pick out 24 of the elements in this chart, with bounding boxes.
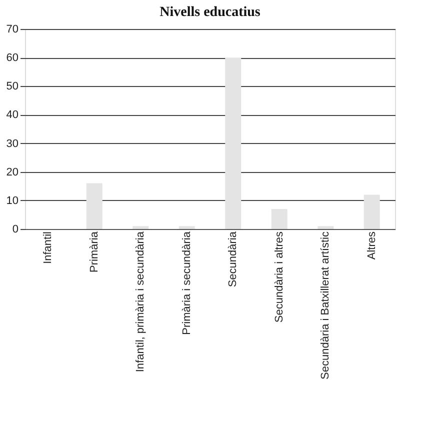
x-tick-label: Secundària i Batxillerat artístic bbox=[320, 231, 332, 380]
y-tick-label: 20 bbox=[6, 166, 18, 178]
x-tick-label: Primària i secundària bbox=[180, 230, 193, 335]
bar bbox=[271, 209, 288, 229]
bar bbox=[178, 226, 195, 229]
x-tick-label: Infantil bbox=[42, 232, 54, 264]
y-tick-label: 60 bbox=[6, 52, 18, 64]
bar bbox=[318, 226, 334, 229]
x-tick-label: Primària bbox=[88, 230, 100, 272]
y-tick-label: 0 bbox=[12, 224, 18, 236]
y-tick-label: 10 bbox=[6, 194, 18, 207]
x-tick-label: Infantil, primària i secundària bbox=[134, 230, 147, 372]
x-tick-label: Altres bbox=[366, 231, 378, 260]
y-tick-label: 50 bbox=[6, 80, 18, 93]
y-tick-label: 70 bbox=[6, 24, 18, 36]
bar bbox=[132, 226, 149, 229]
bar bbox=[225, 58, 242, 229]
chart-title: Nivells educatius bbox=[160, 5, 261, 20]
y-tick-label: 40 bbox=[6, 109, 18, 122]
x-tick-label: Secundària i altres bbox=[273, 231, 286, 323]
bar bbox=[364, 194, 380, 229]
y-tick-label: 30 bbox=[6, 138, 18, 150]
bar bbox=[86, 183, 102, 229]
x-tick-label: Secundària bbox=[227, 230, 240, 288]
